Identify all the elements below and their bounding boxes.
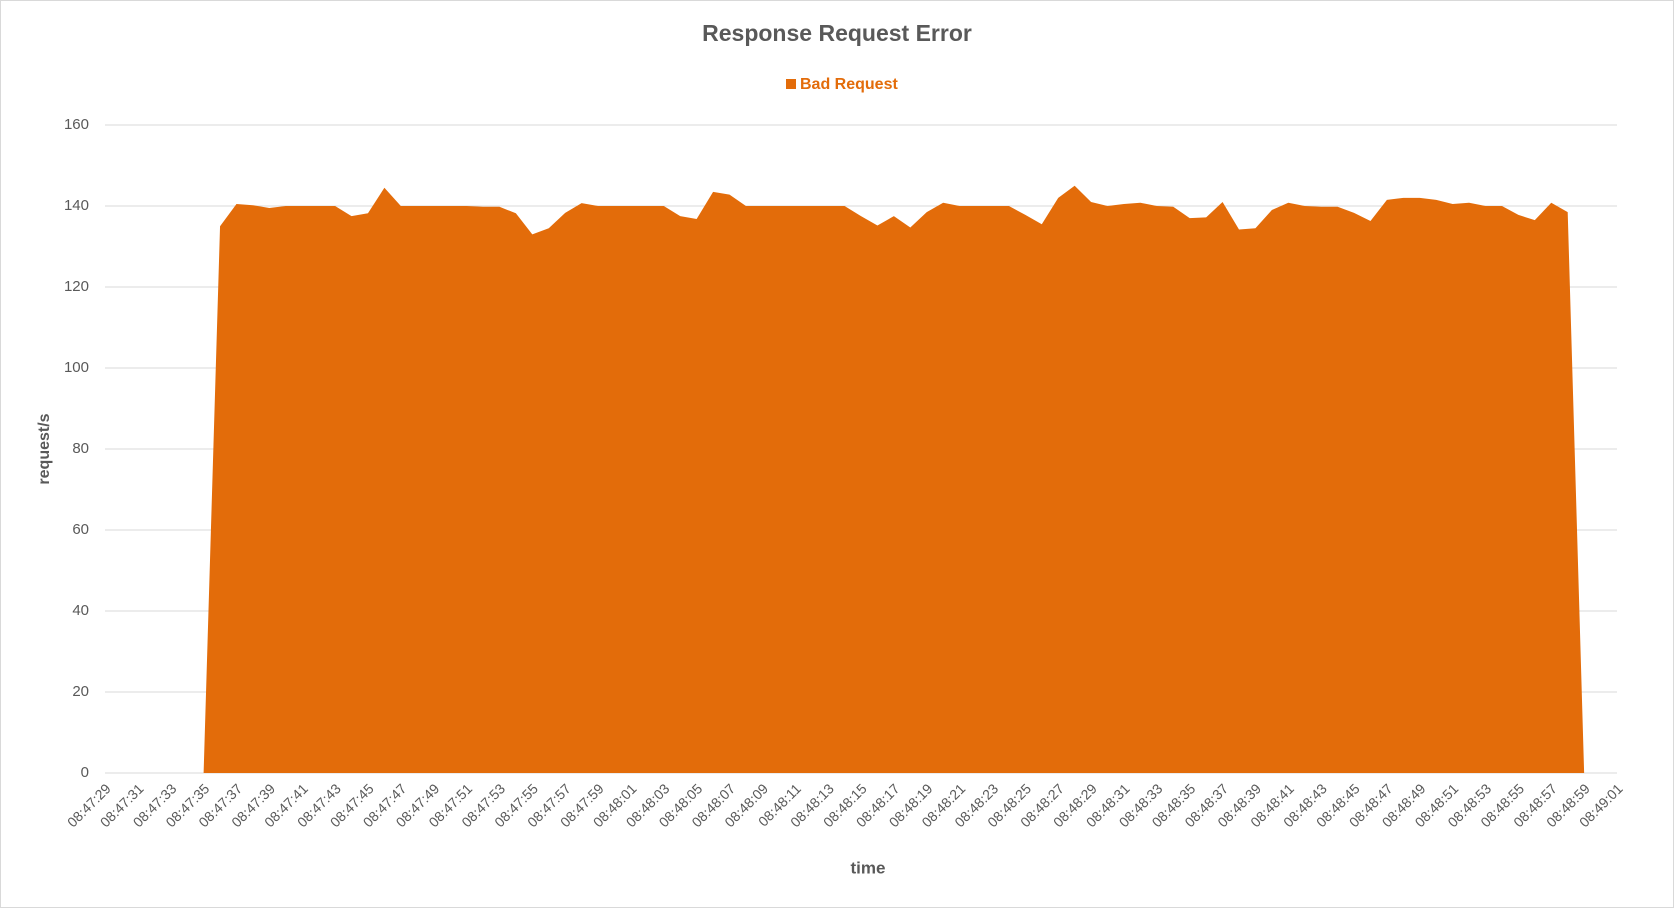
y-tick-label: 120 [64, 278, 89, 295]
y-tick-label: 0 [81, 764, 89, 781]
legend-label: Bad Request [800, 76, 898, 93]
area [105, 185, 1617, 773]
legend-swatch [786, 79, 796, 89]
y-tick-label: 20 [72, 683, 89, 700]
chart-title: Response Request Error [702, 20, 972, 46]
y-tick-label: 140 [64, 197, 89, 214]
y-tick-label: 160 [64, 116, 89, 133]
y-tick-label: 80 [72, 440, 89, 457]
y-tick-label: 100 [64, 359, 89, 376]
y-axis-label: request/s [36, 413, 53, 484]
y-tick-label: 60 [72, 521, 89, 538]
x-axis-label: time [851, 858, 886, 877]
y-tick-label: 40 [72, 602, 89, 619]
